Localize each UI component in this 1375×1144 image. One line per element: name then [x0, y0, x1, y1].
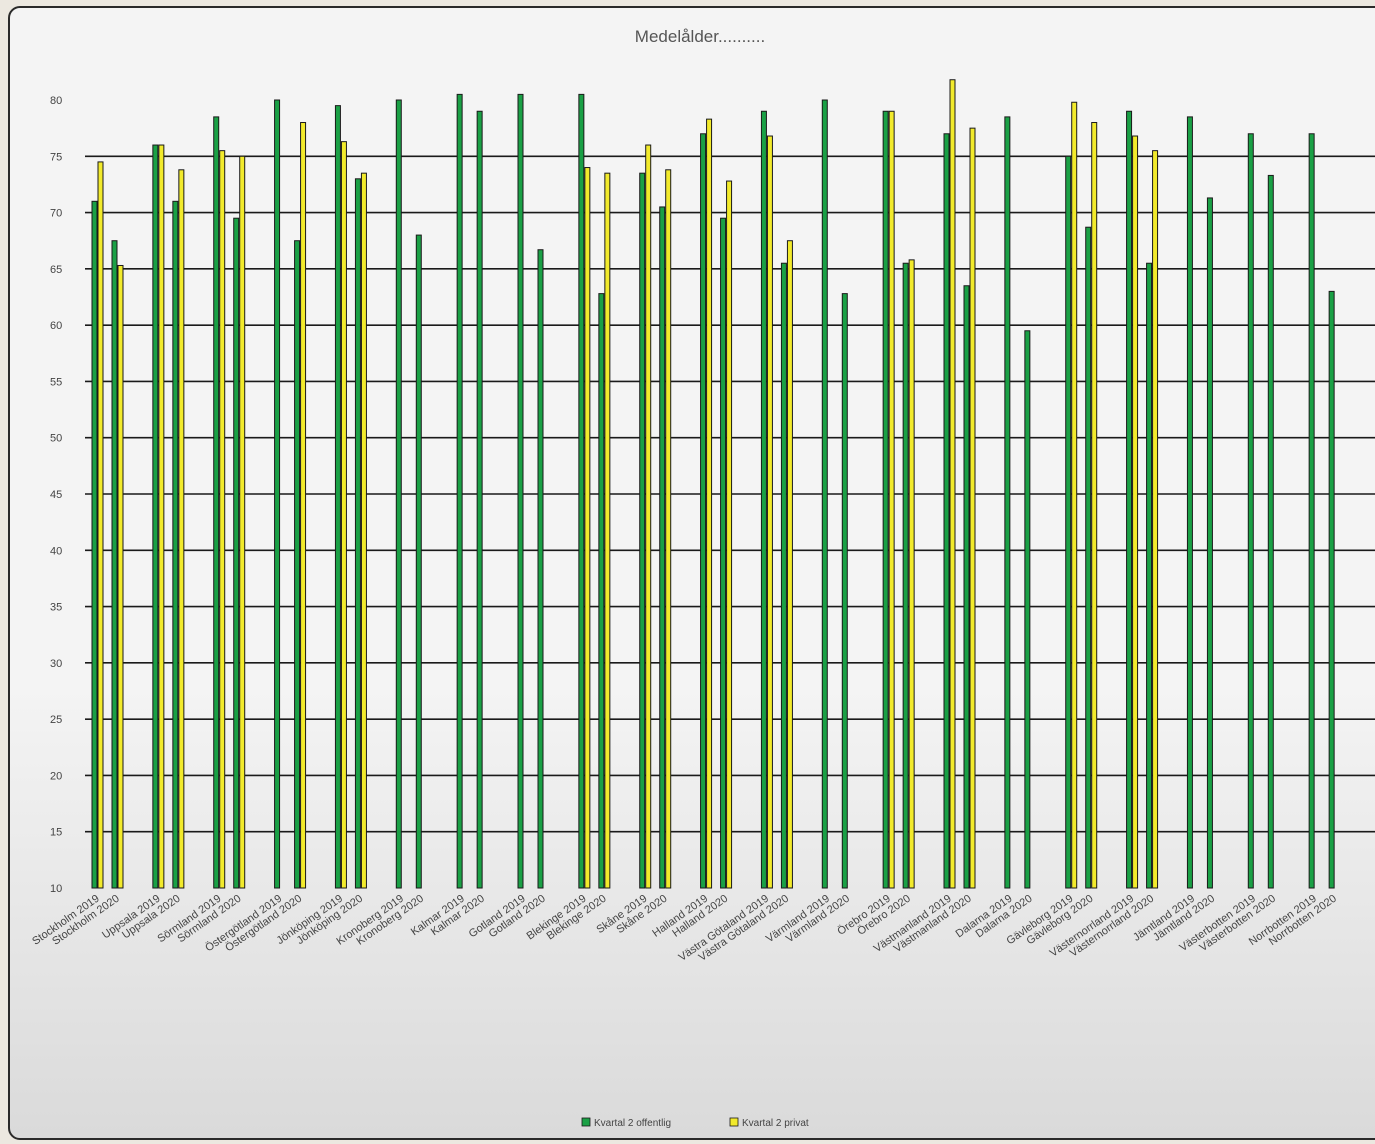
y-tick-label: 20 [50, 770, 62, 782]
bar [1024, 330, 1031, 889]
bar [578, 93, 585, 889]
bar [1308, 133, 1315, 889]
bar [766, 135, 773, 889]
legend-label: Kvartal 2 privat [742, 1118, 809, 1129]
bar [665, 169, 672, 889]
bar [1126, 110, 1133, 889]
y-tick-label: 35 [50, 602, 62, 614]
bar [1267, 174, 1274, 889]
bar [294, 240, 301, 889]
bar-chart: Medelålder.......... 10 15 20 25 30 35 40 45 50 5… [30, 27, 1375, 1129]
bar [1146, 262, 1153, 889]
y-tick-label: 60 [50, 320, 62, 332]
bar [700, 133, 707, 889]
bar [172, 200, 179, 889]
bar [645, 144, 652, 889]
bar [1085, 226, 1092, 889]
bar [584, 167, 591, 889]
bar [178, 169, 185, 889]
bar [1247, 133, 1254, 889]
chart-title: Medelålder.......... [635, 27, 765, 46]
bar [1091, 122, 1098, 889]
y-tick-label: 40 [50, 545, 62, 557]
bar [97, 161, 104, 889]
bar [239, 155, 246, 889]
bar [158, 144, 165, 889]
bar [780, 262, 787, 889]
bar [1186, 116, 1193, 889]
bar [476, 110, 483, 889]
y-tick-label: 80 [50, 95, 62, 107]
bar [111, 240, 118, 889]
y-tick-label: 70 [50, 208, 62, 220]
bar [888, 110, 895, 889]
y-tick-label: 75 [50, 151, 62, 163]
bar [1004, 116, 1011, 889]
bar [517, 93, 524, 889]
bar [360, 172, 367, 889]
bar [334, 105, 341, 889]
bar [598, 293, 605, 889]
bar [117, 264, 124, 889]
bar [1206, 197, 1213, 889]
bar [213, 116, 220, 889]
bar [963, 285, 970, 889]
y-tick-label: 55 [50, 376, 62, 388]
y-tick-label: 25 [50, 714, 62, 726]
legend-swatch [729, 1117, 739, 1127]
bar [395, 99, 402, 889]
bar [91, 200, 98, 889]
bar [706, 118, 713, 889]
chart-panel: Medelålder.......... 10 15 20 25 30 35 40 45 50 5… [8, 6, 1375, 1140]
bar [1065, 155, 1072, 889]
bar [726, 180, 733, 889]
bar [233, 217, 240, 889]
y-tick-label: 50 [50, 433, 62, 445]
bar [841, 293, 848, 889]
y-tick-label: 65 [50, 264, 62, 276]
y-tick-label: 10 [50, 883, 62, 895]
bar [639, 172, 646, 889]
bar [720, 217, 727, 889]
y-tick-label: 15 [50, 827, 62, 839]
bar [152, 144, 159, 889]
legend-swatch [581, 1117, 591, 1127]
bar [415, 234, 422, 889]
bar [943, 133, 950, 889]
bar [882, 110, 889, 889]
bar [456, 93, 463, 889]
bar [1071, 101, 1078, 889]
y-tick-label: 45 [50, 489, 62, 501]
bar [340, 141, 347, 889]
bar [969, 127, 976, 889]
bar [537, 249, 544, 889]
bar [786, 240, 793, 889]
legend-label: Kvartal 2 offentlig [594, 1118, 671, 1129]
bar [219, 150, 226, 889]
y-tick-label: 30 [50, 658, 62, 670]
bar [1132, 135, 1139, 889]
bar [949, 79, 956, 889]
bar [1152, 150, 1159, 889]
bar [1328, 290, 1335, 889]
bar [604, 172, 611, 889]
bar [659, 206, 666, 889]
bar [300, 122, 307, 889]
bar [354, 178, 361, 889]
bar [760, 110, 767, 889]
bar [821, 99, 828, 889]
bar [902, 262, 909, 889]
bar [274, 99, 281, 889]
bar [908, 259, 915, 889]
